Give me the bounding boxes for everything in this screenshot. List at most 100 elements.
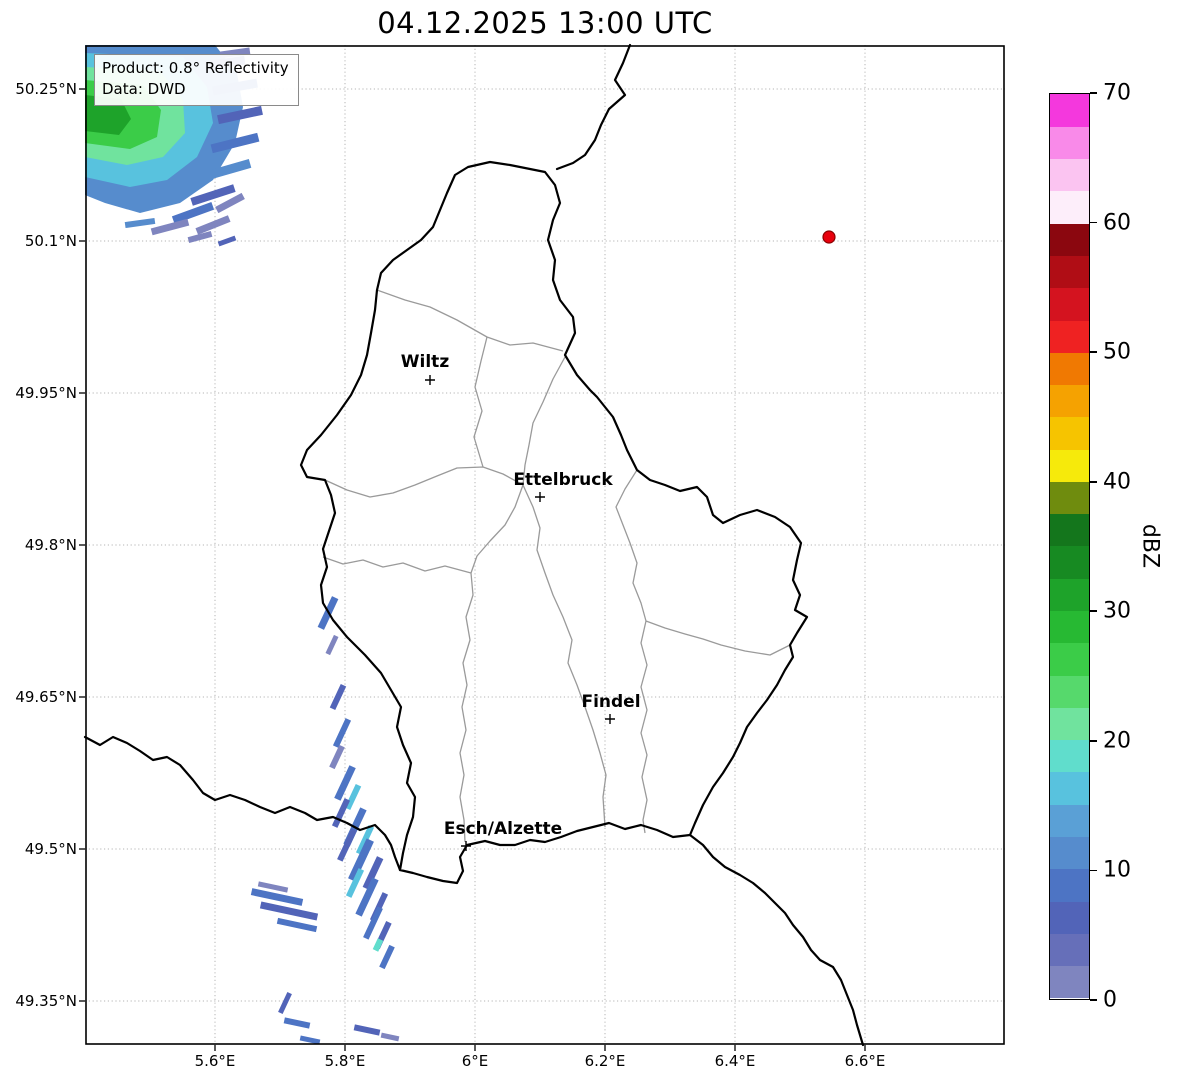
colorbar-segment xyxy=(1050,94,1089,127)
radar-echo-streak xyxy=(283,1017,311,1029)
legend-data-line: Data: DWD xyxy=(102,80,186,98)
x-tick-label: 6.4°E xyxy=(714,1052,756,1070)
y-tick-label: 49.65°N xyxy=(15,688,77,706)
map-plot-area: Wiltz Ettelbruck Findel Esch/Alzette Produc… xyxy=(15,43,1005,1070)
radar-echo-streak xyxy=(250,888,304,906)
timestamp-title: 04.12.2025 13:00 UTC xyxy=(377,6,713,40)
colorbar-segment xyxy=(1050,126,1089,160)
colorbar-tick-label: 60 xyxy=(1103,210,1131,236)
grid-lines xyxy=(85,45,1005,1045)
colorbar-tick-label: 20 xyxy=(1103,728,1131,754)
colorbar-segment xyxy=(1050,255,1089,289)
colorbar-segment xyxy=(1050,513,1089,547)
radar-echo-streak xyxy=(276,917,318,933)
radar-echo-streak xyxy=(355,877,379,917)
radar-echo-streak xyxy=(150,218,190,236)
colorbar-segment xyxy=(1050,675,1089,708)
radar-echo-streak xyxy=(278,991,292,1015)
colorbar-segment xyxy=(1050,707,1089,741)
radar-echo-streak xyxy=(259,901,319,921)
colorbar-segment xyxy=(1050,190,1089,224)
colorbar-segment xyxy=(1050,384,1089,418)
colorbar-body xyxy=(1050,94,1089,999)
colorbar-segment xyxy=(1050,319,1089,353)
colorbar-tick-mark xyxy=(1090,92,1097,94)
radar-echo-streak xyxy=(332,718,352,748)
city-cross-marker xyxy=(461,841,471,851)
radar-echo-streak xyxy=(337,828,357,862)
radar-echo-streak xyxy=(325,634,339,656)
colorbar-segment xyxy=(1050,804,1089,837)
colorbar-segment xyxy=(1050,836,1089,870)
colorbar-tick-mark xyxy=(1090,351,1097,353)
colorbar-tick-mark xyxy=(1090,869,1097,872)
radar-site-dot xyxy=(822,230,836,244)
colorbar-segment xyxy=(1050,481,1089,515)
radar-echo-streak xyxy=(329,683,347,711)
colorbar-segment xyxy=(1050,578,1089,612)
axis-tick-marks xyxy=(79,88,866,1051)
x-tick-label: 6.2°E xyxy=(584,1052,626,1070)
colorbar-tick-label: 50 xyxy=(1103,339,1131,365)
radar-echo-streak xyxy=(257,881,289,893)
luxembourg-border xyxy=(299,160,809,885)
radar-echo-streak xyxy=(190,184,236,206)
colorbar-tick-label: 0 xyxy=(1103,987,1117,1013)
radar-echo-streak xyxy=(187,230,213,244)
radar-echo-streak xyxy=(329,744,345,770)
x-tick-label: 5.6°E xyxy=(194,1052,236,1070)
x-tick-label: 5.8°E xyxy=(324,1052,366,1070)
radar-echo-streak xyxy=(334,765,356,801)
colorbar-tick-label: 30 xyxy=(1103,598,1131,624)
colorbar-segment xyxy=(1050,449,1089,482)
colorbar-tick-label: 70 xyxy=(1103,80,1131,106)
colorbar-segment xyxy=(1050,158,1089,192)
y-tick-label: 49.35°N xyxy=(15,992,77,1010)
legend-product-line: Product: 0.8° Reflectivity xyxy=(102,59,289,77)
city-label: Esch/Alzette xyxy=(444,819,562,839)
country-borders xyxy=(83,43,865,1047)
y-tick-label: 50.1°N xyxy=(24,232,77,250)
radar-echo-streak xyxy=(348,838,374,882)
city-cross-marker xyxy=(605,714,615,724)
colorbar-segment xyxy=(1050,771,1089,805)
colorbar-segment xyxy=(1050,642,1089,676)
colorbar-tick-mark xyxy=(1090,999,1097,1001)
radar-site-marker xyxy=(822,230,836,244)
radar-echo-streak xyxy=(202,159,252,181)
city-label: Wiltz xyxy=(401,352,450,372)
radar-echo-streak xyxy=(171,202,215,224)
radar-echo-streak xyxy=(210,132,260,154)
radar-map-svg: Wiltz Ettelbruck Findel Esch/Alzette xyxy=(79,43,1005,1051)
colorbar-segment xyxy=(1050,287,1089,321)
radar-echo-streak xyxy=(380,1032,400,1042)
radar-echo-streak xyxy=(363,906,383,940)
colorbar-segment xyxy=(1050,739,1089,773)
x-tick-label: 6°E xyxy=(461,1052,489,1070)
colorbar-tick-mark xyxy=(1090,610,1097,613)
y-tick-label: 49.8°N xyxy=(24,536,77,554)
radar-echo-streak xyxy=(372,938,384,952)
y-tick-label: 50.25°N xyxy=(15,80,77,98)
plot-frame xyxy=(85,45,1005,1045)
radar-echo-streak xyxy=(345,868,365,898)
radar-echo-streak xyxy=(217,105,263,125)
colorbar-segment xyxy=(1050,610,1089,644)
radar-echo-streak xyxy=(215,192,245,214)
colorbar-tick-label: 40 xyxy=(1103,469,1131,495)
radar-echo-streak xyxy=(331,798,351,828)
belgium-germany-border xyxy=(555,43,632,171)
city-label: Findel xyxy=(581,692,640,712)
radar-echo-streak xyxy=(379,944,395,970)
colorbar-tick-label: 10 xyxy=(1103,857,1131,883)
colorbar-segment xyxy=(1050,868,1089,902)
city-label: Ettelbruck xyxy=(513,470,613,490)
france-germany-border xyxy=(688,833,865,1047)
city-cross-marker xyxy=(535,492,545,502)
radar-echo-streak xyxy=(355,825,375,855)
france-belgium-border xyxy=(83,735,402,872)
radar-echo-streak xyxy=(353,1024,381,1036)
legend-box: Product: 0.8° Reflectivity Data: DWD xyxy=(94,54,299,106)
colorbar-unit-label: dBZ xyxy=(1137,523,1163,569)
